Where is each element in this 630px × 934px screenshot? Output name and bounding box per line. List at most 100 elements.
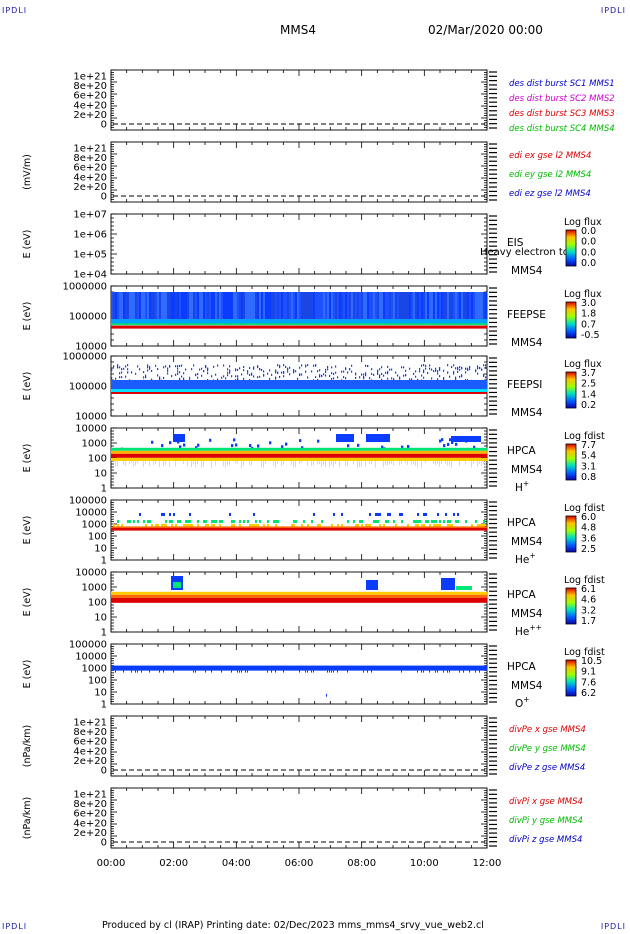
- y-axis-label-6: E (eV): [22, 516, 33, 545]
- y-tick-label-3-1: 100000: [69, 312, 107, 323]
- x-tick-label-0: 00:00: [97, 858, 126, 869]
- y-tick-label-10-2: 6e+20: [73, 809, 107, 820]
- legend-entry-0-3: des dist burst SC4 MMS4: [509, 124, 615, 134]
- panel-frame-10: [110, 787, 488, 849]
- y-axis-label-4: E (eV): [22, 372, 33, 401]
- footer-credits: Produced by cl (IRAP) Printing date: 02/…: [102, 920, 484, 931]
- y-tick-label-1-1: 8e+20: [73, 153, 107, 164]
- colorbar-label-5-2: 3.1: [581, 461, 596, 472]
- y-tick-label-7-2: 100: [88, 598, 107, 609]
- x-tick-label-5: 10:00: [410, 858, 439, 869]
- legend-entry-1-1: edi ey gse l2 MMS4: [509, 170, 591, 180]
- colorbar-label-8-3: 6.2: [581, 688, 596, 699]
- spacecraft-label-2: MMS4: [511, 265, 543, 277]
- y-tick-label-3-2: 10000: [75, 342, 107, 353]
- y-tick-label-4-0: 1000000: [62, 352, 107, 363]
- y-axis-label-2: E (eV): [22, 230, 33, 259]
- spacecraft-label-7: MMS4: [511, 608, 543, 620]
- y-tick-label-9-3: 4e+20: [73, 746, 107, 757]
- y-axis-label-8: E (eV): [22, 660, 33, 689]
- y-tick-label-7-4: 1: [101, 628, 107, 639]
- overlay-label-2: Heavy electron to: [480, 247, 569, 258]
- y-tick-label-5-2: 100: [88, 454, 107, 465]
- legend-entry-0-0: des dist burst SC1 MMS1: [509, 79, 615, 89]
- corner-tag-top-right: IPDLI: [600, 6, 626, 15]
- y-tick-label-6-4: 10: [94, 544, 107, 555]
- colorbar-label-5-0: 7.7: [581, 440, 596, 451]
- colorbar-label-2-2: 0.0: [581, 247, 596, 258]
- y-tick-label-3-0: 1000000: [62, 282, 107, 293]
- colorbar-label-3-3: -0.5: [581, 330, 600, 341]
- colorbar-label-4-0: 3.7: [581, 368, 596, 379]
- colorbar-label-4-1: 2.5: [581, 379, 596, 390]
- y-tick-label-8-0: 100000: [69, 640, 107, 651]
- y-tick-label-1-4: 2e+20: [73, 182, 107, 193]
- colorbar-label-7-2: 3.2: [581, 605, 596, 616]
- y-tick-label-4-2: 10000: [75, 412, 107, 423]
- y-tick-label-5-1: 1000: [82, 439, 107, 450]
- y-tick-label-9-5: 0: [101, 766, 107, 777]
- x-tick-label-3: 06:00: [285, 858, 314, 869]
- corner-tag-top-left: IPDLI: [2, 6, 28, 15]
- y-tick-label-10-0: 1e+21: [73, 790, 107, 801]
- species-label-7: He++: [515, 623, 542, 638]
- y-tick-label-2-1: 1e+06: [73, 230, 107, 241]
- colorbar-7: [565, 587, 577, 625]
- species-label-5: H+: [515, 479, 529, 494]
- instrument-label-3: FEEPSE: [507, 309, 546, 321]
- y-tick-label-10-3: 4e+20: [73, 818, 107, 829]
- colorbar-label-7-3: 1.7: [581, 616, 596, 627]
- legend-entry-10-1: divPi y gse MMS4: [509, 816, 583, 826]
- y-tick-label-4-1: 100000: [69, 382, 107, 393]
- legend-entry-1-2: edi ez gse l2 MMS4: [509, 189, 591, 199]
- y-tick-label-6-2: 1000: [82, 520, 107, 531]
- panel-3: 1000000 100000 10000 E (eV) FEEPSE MMS4 Log fl…: [22, 282, 602, 353]
- colorbar-label-5-1: 5.4: [581, 451, 596, 462]
- colorbar-title-3: Log flux: [564, 289, 602, 300]
- colorbar-label-6-2: 3.6: [581, 533, 596, 544]
- y-tick-label-8-4: 10: [94, 688, 107, 699]
- x-tick-label-6: 12:00: [473, 858, 502, 869]
- y-tick-label-10-5: 0: [101, 838, 107, 849]
- legend-entry-9-2: divPe z gse MMS4: [509, 763, 585, 773]
- y-tick-label-5-0: 10000: [75, 424, 107, 435]
- y-tick-label-1-0: 1e+21: [73, 144, 107, 155]
- y-tick-label-8-1: 10000: [75, 652, 107, 663]
- y-tick-label-9-4: 2e+20: [73, 756, 107, 767]
- spacecraft-label-8: MMS4: [511, 680, 543, 692]
- colorbar-label-6-0: 6.0: [581, 512, 596, 523]
- colorbar-title-7: Log fdist: [564, 575, 605, 586]
- y-tick-label-0-1: 8e+20: [73, 81, 107, 92]
- y-tick-label-7-3: 10: [94, 613, 107, 624]
- legend-entry-1-0: edi ex gse l2 MMS4: [509, 151, 591, 161]
- instrument-label-6: HPCA: [507, 517, 537, 529]
- panel-7: 10000 1000 100 10 1 E (eV) HPCA MMS4 He++ Log fdi…: [22, 568, 605, 639]
- colorbar-label-5-3: 0.8: [581, 472, 596, 483]
- y-tick-label-7-0: 10000: [75, 568, 107, 579]
- instrument-label-4: FEEPSI: [507, 379, 542, 391]
- y-tick-label-6-1: 10000: [75, 508, 107, 519]
- colorbar-label-8-1: 9.1: [581, 667, 596, 678]
- colorbar-title-6: Log fdist: [564, 503, 605, 514]
- colorbar-label-2-3: 0.0: [581, 258, 596, 269]
- y-axis-label-1: (mV/m): [22, 154, 33, 190]
- y-tick-label-2-2: 1e+05: [73, 250, 107, 261]
- colorbar-3: [565, 301, 577, 339]
- panel-2: 1e+07 1e+06 1e+05 1e+04 E (eV) EIS MMS4 Heavy e…: [22, 210, 602, 281]
- panel-5: 10000 1000 100 10 1 E (eV) HPCA MMS4 H+ Log fdist…: [22, 424, 605, 495]
- y-axis-label-3: E (eV): [22, 302, 33, 331]
- y-tick-label-8-2: 1000: [82, 664, 107, 675]
- x-axis: 00:00 02:00 04:00 06:00 08:00 10:00 12:00: [97, 858, 502, 869]
- legend-entry-10-0: divPi x gse MMS4: [509, 797, 583, 807]
- y-tick-label-1-2: 6e+20: [73, 163, 107, 174]
- colorbar-title-4: Log flux: [564, 359, 602, 370]
- y-tick-label-0-3: 4e+20: [73, 100, 107, 111]
- y-tick-label-0-5: 0: [101, 120, 107, 131]
- colorbar-label-7-1: 4.6: [581, 595, 596, 606]
- y-tick-label-9-0: 1e+21: [73, 718, 107, 729]
- legend-entry-10-2: divPi z gse MMS4: [509, 835, 582, 845]
- legend-entry-9-1: divPe y gse MMS4: [509, 744, 586, 754]
